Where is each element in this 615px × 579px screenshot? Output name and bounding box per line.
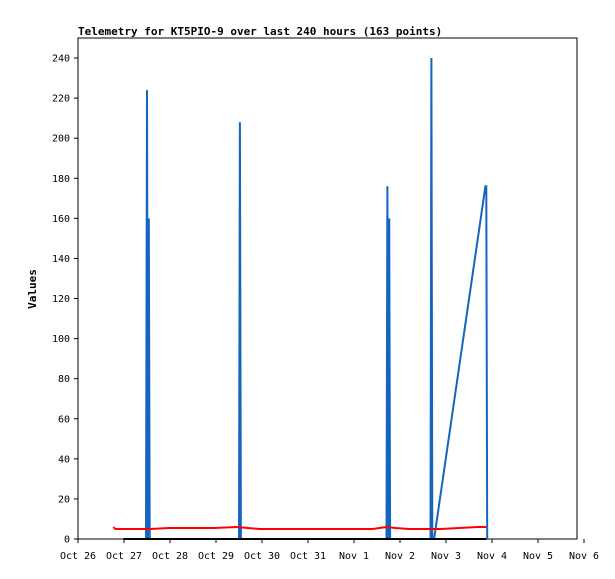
x-tick-label: Nov 2 [385, 551, 415, 562]
x-tick-label: Nov 3 [431, 551, 461, 562]
series-layer [112, 57, 489, 540]
y-tick-label: 220 [52, 94, 70, 105]
x-tick-label: Oct 28 [152, 551, 188, 562]
x-tick-label: Oct 30 [244, 551, 280, 562]
x-tick-label: Oct 31 [290, 551, 326, 562]
x-tick-label: Nov 1 [339, 551, 369, 562]
x-tick-label: Nov 6 [569, 551, 599, 562]
y-tick-label: 200 [52, 134, 70, 145]
y-tick-label: 100 [52, 334, 70, 345]
x-tick-label: Oct 29 [198, 551, 234, 562]
y-tick-label: 180 [52, 174, 70, 185]
plot-area-frame [77, 37, 578, 540]
x-tick-label: Oct 27 [106, 551, 142, 562]
y-tick-label: 60 [58, 414, 70, 425]
y-tick-label: 140 [52, 254, 70, 265]
y-tick-label: 0 [64, 535, 70, 546]
y-tick-label: 240 [52, 54, 70, 65]
x-axis: Oct 26 Oct 27 Oct 28 Oct 29 Oct 30 Oct 31 Nov … [60, 539, 599, 562]
chart-title: Telemetry for KT5PIO-9 over last 240 hou… [78, 25, 442, 38]
y-axis-label: Values [26, 269, 39, 309]
y-tick-label: 20 [58, 494, 70, 505]
x-tick-label: Nov 4 [477, 551, 507, 562]
y-tick-label: 160 [52, 214, 70, 225]
y-tick-label: 120 [52, 294, 70, 305]
x-tick-label: Nov 5 [523, 551, 553, 562]
y-tick-label: 40 [58, 454, 70, 465]
y-axis: 0 20 40 60 80 100 120 140 160 180 200 220 240 [52, 54, 78, 546]
y-tick-label: 80 [58, 374, 70, 385]
x-tick-label: Oct 26 [60, 551, 96, 562]
series-line-2 [112, 525, 487, 530]
